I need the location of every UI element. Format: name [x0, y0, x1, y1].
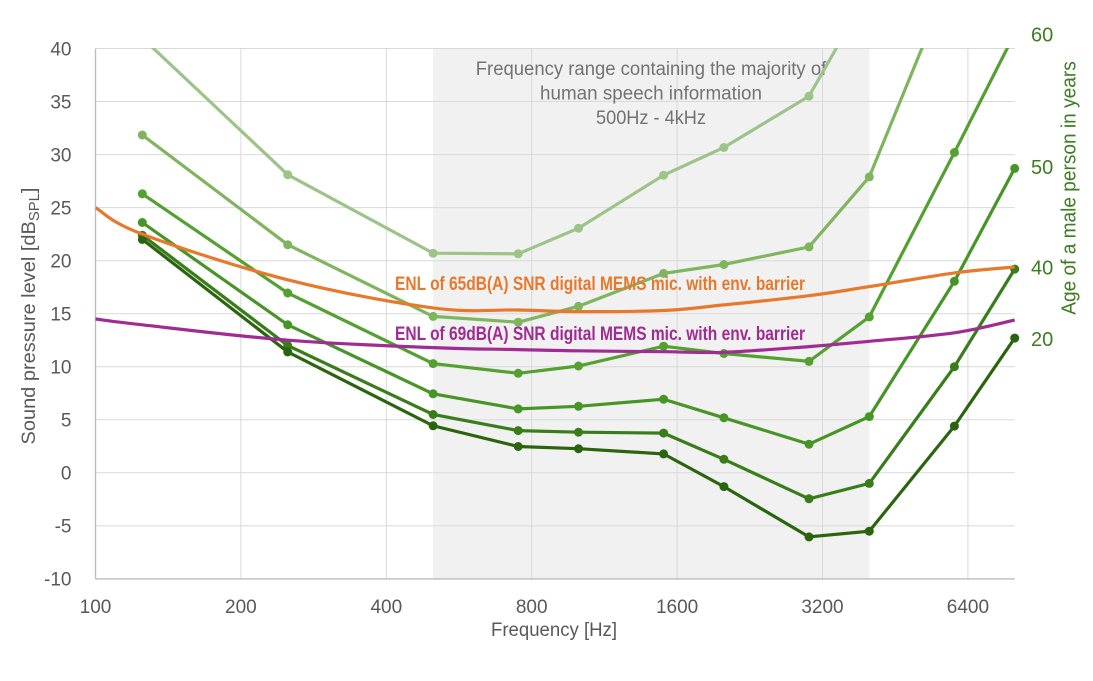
svg-text:100: 100	[80, 597, 112, 618]
svg-text:20: 20	[50, 252, 71, 273]
svg-text:20: 20	[1031, 329, 1053, 351]
svg-text:0: 0	[61, 464, 72, 485]
svg-text:400: 400	[370, 597, 402, 618]
svg-text:-10: -10	[44, 570, 71, 591]
svg-text:35: 35	[50, 92, 71, 113]
svg-text:ENL of 69dB(A) SNR digital MEM: ENL of 69dB(A) SNR digital MEMS mic. wit…	[395, 324, 805, 345]
svg-text:Frequency [Hz]: Frequency [Hz]	[491, 619, 617, 641]
svg-text:3200: 3200	[801, 597, 843, 618]
svg-text:25: 25	[50, 198, 71, 219]
svg-text:5: 5	[61, 411, 72, 432]
svg-text:-5: -5	[55, 517, 72, 538]
svg-text:human speech information: human speech information	[540, 84, 762, 105]
svg-text:200: 200	[225, 597, 257, 618]
svg-text:Age of a male person in years: Age of a male person in years	[1059, 61, 1081, 315]
svg-text:10: 10	[50, 358, 71, 379]
svg-text:40: 40	[1031, 257, 1053, 279]
svg-text:60: 60	[1031, 25, 1053, 47]
svg-text:500Hz - 4kHz: 500Hz - 4kHz	[596, 108, 706, 129]
svg-text:15: 15	[50, 305, 71, 326]
svg-text:30: 30	[50, 145, 71, 166]
svg-text:50: 50	[1031, 157, 1053, 179]
svg-text:6400: 6400	[947, 597, 989, 618]
svg-text:Sound pressure level [dBSPL]: Sound pressure level [dBSPL]	[18, 188, 43, 445]
svg-text:1600: 1600	[656, 597, 698, 618]
svg-text:ENL of 65dB(A) SNR digital MEM: ENL of 65dB(A) SNR digital MEMS mic. wit…	[395, 274, 805, 295]
svg-text:800: 800	[516, 597, 548, 618]
svg-text:40: 40	[50, 39, 71, 60]
svg-text:Frequency range containing the: Frequency range containing the majority …	[476, 59, 827, 80]
